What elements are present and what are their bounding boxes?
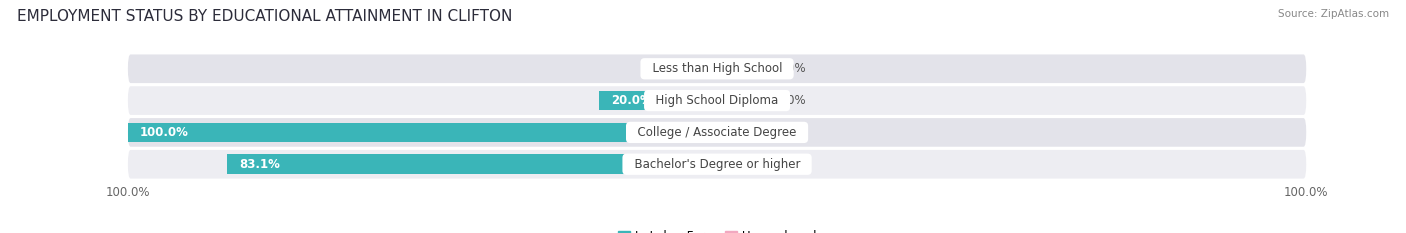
Text: Less than High School: Less than High School [644,62,790,75]
Legend: In Labor Force, Unemployed: In Labor Force, Unemployed [613,225,821,233]
Text: 0.0%: 0.0% [776,94,806,107]
FancyBboxPatch shape [128,118,1306,147]
FancyBboxPatch shape [128,55,1306,83]
FancyBboxPatch shape [128,86,1306,115]
FancyBboxPatch shape [128,150,1306,178]
Text: High School Diploma: High School Diploma [648,94,786,107]
Bar [228,154,717,174]
Text: 83.1%: 83.1% [239,158,280,171]
Bar [717,154,765,174]
Text: EMPLOYMENT STATUS BY EDUCATIONAL ATTAINMENT IN CLIFTON: EMPLOYMENT STATUS BY EDUCATIONAL ATTAINM… [17,9,512,24]
Bar [717,59,765,79]
Bar [717,123,765,142]
Text: 100.0%: 100.0% [139,126,188,139]
Text: 20.0%: 20.0% [612,94,652,107]
Text: 0.0%: 0.0% [776,126,806,139]
Text: 0.0%: 0.0% [776,158,806,171]
Text: Bachelor's Degree or higher: Bachelor's Degree or higher [627,158,807,171]
Bar [599,91,717,110]
Text: Source: ZipAtlas.com: Source: ZipAtlas.com [1278,9,1389,19]
Text: 0.0%: 0.0% [776,62,806,75]
Bar [717,91,765,110]
Bar [128,123,717,142]
Text: 0.0%: 0.0% [676,62,706,75]
Text: College / Associate Degree: College / Associate Degree [630,126,804,139]
